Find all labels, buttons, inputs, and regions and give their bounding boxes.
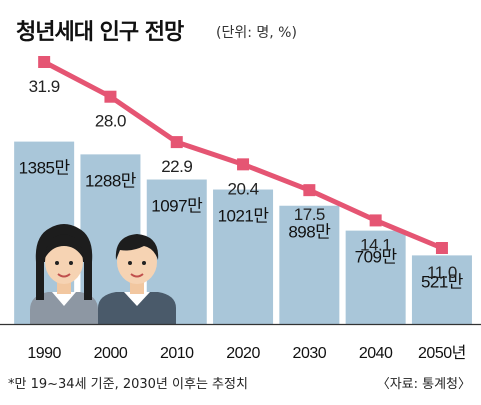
x-tick-label: 1990 <box>27 345 61 362</box>
line-value-label: 11.0 <box>427 263 457 282</box>
bar-2020 <box>213 189 274 324</box>
line-value-label: 28.0 <box>95 112 126 131</box>
x-tick-label: 2050년 <box>418 344 466 362</box>
x-tick-label: 2030 <box>293 345 327 362</box>
line-value-label: 17.5 <box>294 205 325 224</box>
chart-title: 청년세대 인구 전망 <box>16 20 184 45</box>
line-marker-2020 <box>237 158 250 171</box>
bar-value-label: 709만 <box>355 248 398 267</box>
x-tick-label: 2000 <box>94 345 128 362</box>
line-value-label: 20.4 <box>228 179 259 198</box>
bar-value-label: 1021만 <box>218 207 270 226</box>
x-tick-label: 2020 <box>226 345 260 362</box>
x-tick-label: 2010 <box>160 345 194 362</box>
footnote: *만 19~34세 기준, 2030년 이후는 추정치 <box>8 377 248 392</box>
x-tick-label: 2040 <box>359 345 393 362</box>
bar-2030 <box>279 205 340 324</box>
bar-value-label: 1385만 <box>19 159 71 178</box>
line-marker-2010 <box>170 136 183 149</box>
bar-2040 <box>345 230 406 324</box>
line-value-label: 22.9 <box>161 157 192 176</box>
line-marker-2040 <box>369 214 382 227</box>
bar-2050년 <box>411 255 472 324</box>
line-marker-1990 <box>38 56 51 68</box>
chart-unit: (단위: 명, %) <box>216 25 297 41</box>
line-value-label: 14.1 <box>360 235 391 254</box>
young-people-illustration <box>30 224 176 324</box>
line-marker-2000 <box>104 90 117 103</box>
line-marker-2030 <box>303 184 316 197</box>
line-value-label: 31.9 <box>29 77 60 96</box>
woman-icon <box>30 224 98 324</box>
line-marker-2050년 <box>435 242 448 254</box>
man-icon <box>98 234 176 324</box>
bar-value-label: 1288만 <box>85 171 137 190</box>
bar-value-label: 521만 <box>421 272 464 291</box>
bar-value-label: 898만 <box>288 223 331 242</box>
bar-value-label: 1097만 <box>151 197 203 216</box>
source-credit: 〈자료: 통계청〉 <box>376 377 471 392</box>
